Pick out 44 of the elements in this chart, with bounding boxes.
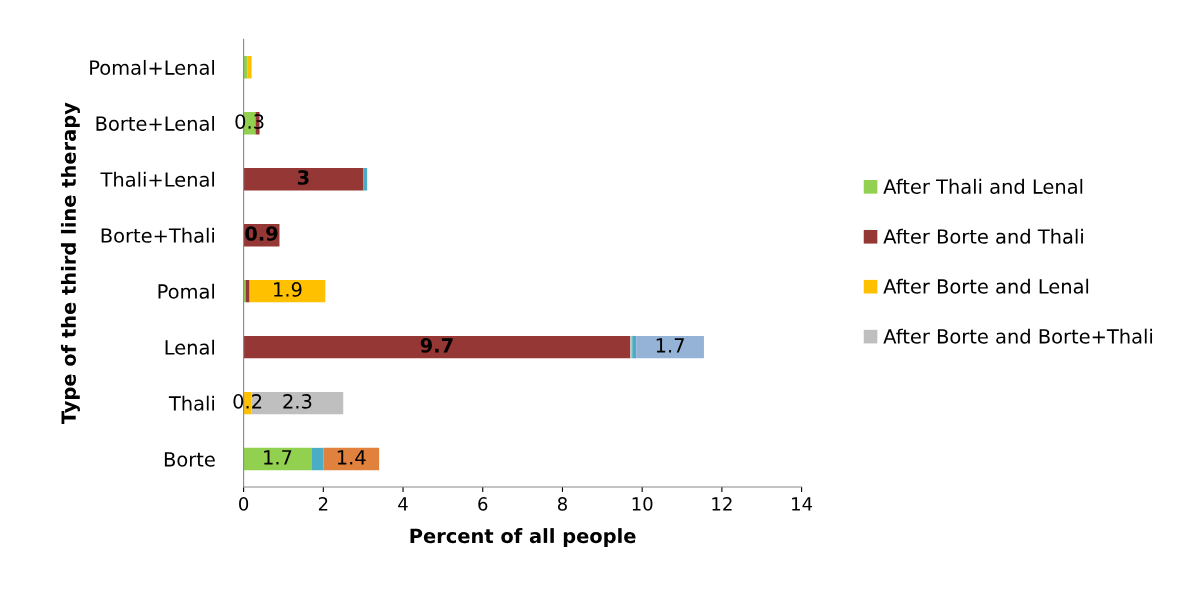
y-tick-label: Borte: [164, 452, 215, 467]
bar: [243, 56, 248, 79]
data-label: 1.7: [656, 338, 684, 353]
x-axis-title: Percent of all people: [410, 528, 636, 547]
legend-label: After Borte and Thali: [883, 228, 1083, 244]
bar: [247, 56, 252, 79]
y-tick-label: Pomal+Lenal: [90, 59, 214, 75]
bar: [249, 279, 326, 303]
x-tick-label: 6: [478, 497, 488, 511]
y-tick-label: Thali: [168, 395, 214, 411]
x-tick-label: 14: [792, 497, 813, 511]
bar: [245, 279, 250, 303]
bar: [630, 335, 633, 359]
bar: [243, 335, 631, 359]
bar: [243, 168, 364, 191]
y-tick-label: Pomal: [158, 283, 214, 299]
bar: [243, 447, 312, 471]
data-label: 9.7: [420, 338, 453, 353]
y-tick-label: Thali+Lenal: [100, 171, 214, 187]
x-tick-label: 12: [712, 497, 732, 511]
x-tick-label: 10: [632, 497, 653, 511]
y-tick-label: Lenal: [165, 339, 214, 355]
data-label: 2.3: [283, 394, 312, 409]
x-tick-label: 2: [318, 497, 328, 511]
legend-label: After Borte and Lenal: [883, 278, 1089, 294]
data-label: 1.7: [264, 450, 292, 465]
data-label: 3: [297, 170, 309, 185]
x-tick-label: 8: [557, 497, 567, 511]
legend-label: After Thali and Lenal: [883, 178, 1083, 194]
x-tick-label: 0: [239, 497, 249, 511]
y-axis-title: Type of the third line therapy: [60, 102, 80, 425]
bar: [363, 168, 368, 191]
data-label: 0.9: [245, 226, 278, 241]
bar: [323, 447, 380, 471]
bar: [632, 335, 637, 359]
data-label: 1.9: [274, 282, 302, 297]
y-tick-label: Borte+Lenal: [96, 115, 214, 131]
x-tick-label: 4: [398, 497, 408, 511]
bar: [311, 447, 324, 471]
data-label: 0.3: [235, 114, 264, 129]
y-tick-label: Borte+Thali: [101, 227, 214, 243]
data-label: 1.4: [337, 450, 366, 465]
bar: [636, 335, 704, 359]
legend-label: After Borte and Borte+Thali: [883, 328, 1153, 344]
